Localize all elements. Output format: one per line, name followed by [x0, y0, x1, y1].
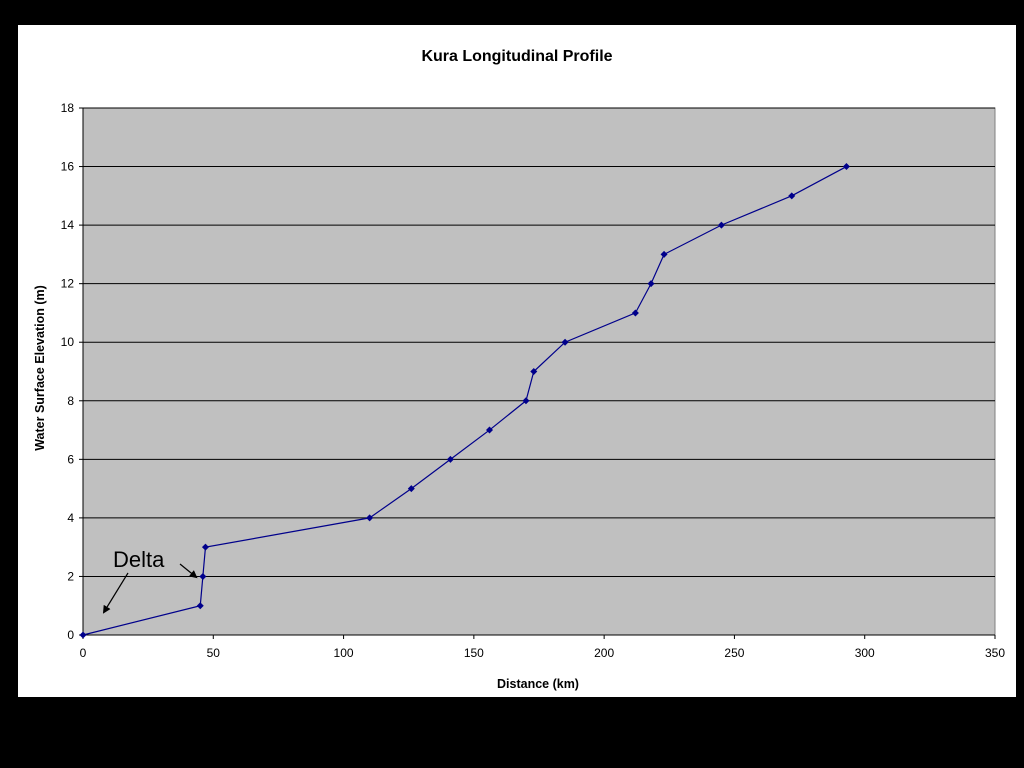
- y-tick-label: 0: [67, 628, 74, 642]
- chart-panel: 0 2 4 6 8 10 12 14 16 18 0 50 100 150 200 250 300 350 Ku…: [18, 25, 1016, 697]
- data-point: [660, 250, 668, 258]
- y-axis-label: Water Surface Elevation (m): [33, 285, 47, 451]
- data-point: [561, 338, 569, 346]
- axes: [82, 108, 995, 636]
- annotation-arrows: [102, 563, 198, 614]
- y-tick-label: 18: [61, 101, 75, 115]
- x-axis-label: Distance (km): [497, 677, 579, 691]
- y-tick-label: 8: [67, 394, 74, 408]
- data-markers: [79, 163, 850, 639]
- x-tick-label: 0: [80, 646, 87, 660]
- x-tick-label: 50: [207, 646, 221, 660]
- x-tick-label: 300: [855, 646, 875, 660]
- y-tick-label: 2: [67, 569, 74, 583]
- data-point: [647, 280, 655, 288]
- x-tick-labels: 0 50 100 150 200 250 300 350: [80, 646, 1006, 660]
- data-point: [485, 426, 493, 434]
- y-tick-label: 4: [67, 511, 74, 525]
- y-tick-label: 16: [61, 160, 75, 174]
- x-tick-label: 200: [594, 646, 614, 660]
- data-point: [631, 309, 639, 317]
- data-point: [446, 455, 454, 463]
- y-tick-label: 14: [61, 218, 75, 232]
- data-point: [366, 514, 374, 522]
- gridlines: [79, 107, 996, 639]
- data-point: [530, 368, 538, 375]
- y-tick-label: 12: [61, 277, 75, 291]
- data-point: [201, 543, 209, 551]
- data-point: [842, 163, 850, 171]
- data-point: [717, 221, 725, 229]
- delta-arrow-left: [102, 572, 129, 614]
- data-point: [196, 602, 204, 610]
- data-point: [788, 192, 796, 200]
- line-chart: 0 2 4 6 8 10 12 14 16 18 0 50 100 150 200 250 300 350 Ku…: [33, 48, 1006, 691]
- data-point: [407, 485, 415, 493]
- x-tick-label: 350: [985, 646, 1005, 660]
- data-point: [199, 572, 207, 580]
- x-tick-label: 100: [334, 646, 354, 660]
- x-tick-label: 250: [724, 646, 744, 660]
- data-point: [522, 397, 530, 405]
- chart-title: Kura Longitudinal Profile: [421, 48, 612, 65]
- plot-area: [82, 107, 996, 636]
- x-tick-label: 150: [464, 646, 484, 660]
- delta-annotation: Delta: [113, 547, 165, 572]
- y-tick-label: 6: [67, 452, 74, 466]
- delta-arrow-right: [179, 563, 198, 579]
- data-point: [79, 631, 87, 639]
- y-tick-labels: 0 2 4 6 8 10 12 14 16 18: [61, 101, 75, 642]
- y-tick-label: 10: [61, 335, 75, 349]
